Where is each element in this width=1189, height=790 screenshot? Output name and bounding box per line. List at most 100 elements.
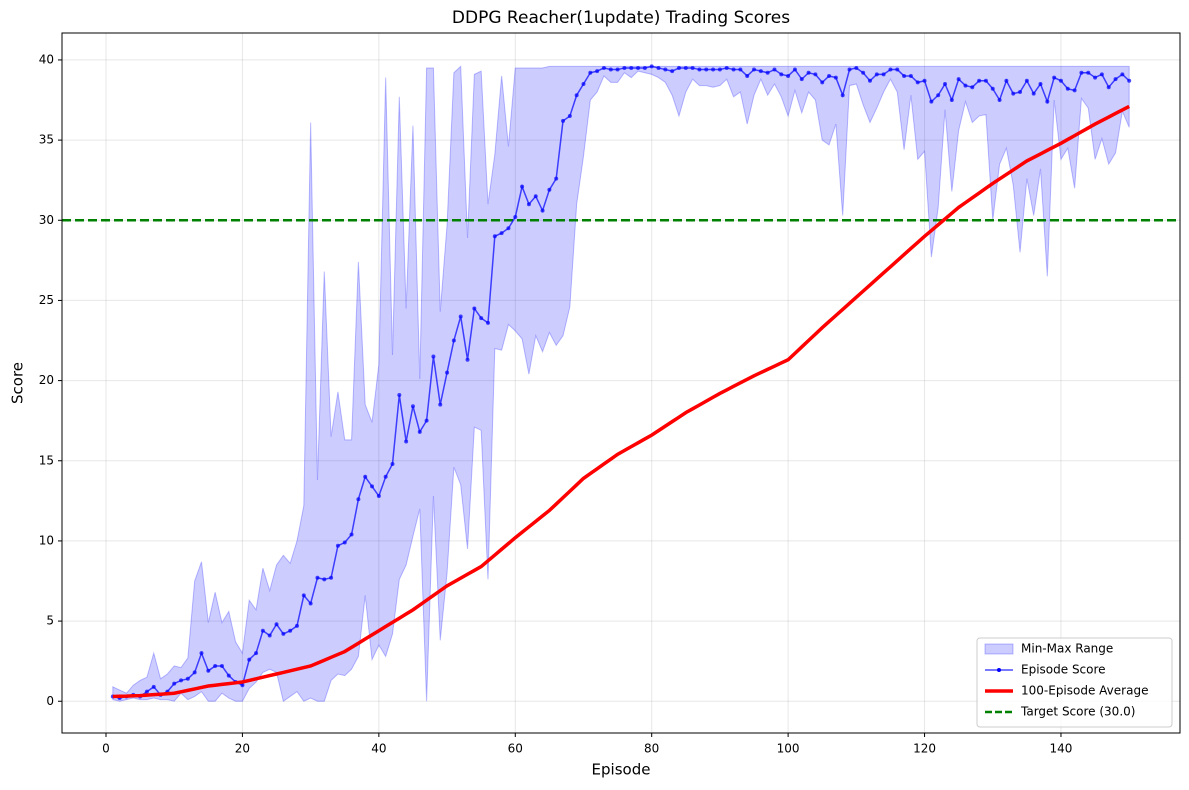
point — [472, 306, 477, 311]
point — [717, 67, 722, 72]
x-tick-label: 100 — [777, 742, 800, 756]
y-tick-label: 10 — [39, 533, 54, 547]
point — [1099, 72, 1104, 77]
point — [888, 67, 893, 72]
legend-label: Target Score (30.0) — [1020, 705, 1135, 719]
y-tick-label: 40 — [39, 52, 54, 66]
point — [485, 320, 490, 325]
point — [792, 67, 797, 72]
point — [827, 73, 832, 78]
point — [977, 78, 982, 83]
point — [240, 683, 245, 688]
point — [963, 83, 968, 88]
point — [554, 176, 559, 181]
point — [983, 78, 988, 83]
y-tick-label: 25 — [39, 293, 54, 307]
point — [349, 532, 354, 537]
point — [404, 439, 409, 444]
point — [567, 114, 572, 119]
point — [799, 77, 804, 82]
point — [431, 354, 436, 359]
point — [540, 208, 545, 213]
point — [636, 65, 641, 70]
point — [533, 194, 538, 199]
point — [676, 65, 681, 70]
point — [445, 370, 450, 375]
point — [1031, 91, 1036, 96]
point — [711, 67, 716, 72]
point — [458, 314, 463, 319]
point — [601, 65, 606, 70]
point — [192, 670, 197, 675]
point — [322, 577, 327, 582]
legend-swatch — [997, 668, 1001, 672]
point — [997, 98, 1002, 103]
point — [335, 543, 340, 548]
point — [301, 593, 306, 598]
point — [929, 99, 934, 104]
point — [520, 184, 525, 189]
point — [902, 73, 907, 78]
point — [786, 73, 791, 78]
point — [649, 64, 654, 69]
point — [1038, 81, 1043, 86]
point — [642, 65, 647, 70]
x-tick-label: 120 — [913, 742, 936, 756]
point — [438, 402, 443, 407]
point — [213, 663, 218, 668]
point — [936, 93, 941, 98]
chart-title: DDPG Reacher(1update) Trading Scores — [452, 8, 790, 28]
point — [663, 67, 668, 72]
point — [479, 316, 484, 321]
point — [274, 622, 279, 627]
point — [683, 65, 688, 70]
point — [854, 65, 859, 70]
point — [294, 623, 299, 628]
point — [588, 70, 593, 75]
y-tick-label: 20 — [39, 373, 54, 387]
point — [670, 69, 675, 74]
min-max-band — [112, 65, 1130, 703]
point — [738, 67, 743, 72]
x-tick-label: 60 — [508, 742, 523, 756]
point — [1065, 86, 1070, 91]
point — [697, 67, 702, 72]
point — [1086, 70, 1091, 75]
point — [226, 673, 231, 678]
point — [561, 118, 566, 123]
point — [363, 474, 368, 479]
point — [1004, 78, 1009, 83]
legend-label: 100-Episode Average — [1021, 684, 1148, 698]
point — [861, 70, 866, 75]
point — [185, 676, 190, 681]
series-line — [112, 104, 1130, 699]
point — [144, 689, 149, 694]
point — [874, 72, 879, 77]
point — [608, 67, 613, 72]
point — [172, 681, 177, 686]
point — [260, 628, 265, 633]
point — [247, 657, 252, 662]
point — [629, 65, 634, 70]
point — [752, 67, 757, 72]
point — [376, 494, 381, 499]
x-tick-label: 20 — [235, 742, 250, 756]
y-tick-label: 0 — [46, 694, 54, 708]
point — [1024, 78, 1029, 83]
point — [615, 67, 620, 72]
point — [731, 67, 736, 72]
x-axis-label: Episode — [592, 761, 651, 779]
point — [820, 80, 825, 85]
x-tick-label: 80 — [644, 742, 659, 756]
point — [315, 575, 320, 580]
point — [465, 357, 470, 362]
point — [451, 338, 456, 343]
point — [288, 628, 293, 633]
point — [1120, 72, 1125, 77]
point — [383, 474, 388, 479]
point — [581, 81, 586, 86]
point — [908, 73, 913, 78]
point — [547, 187, 552, 192]
point — [772, 67, 777, 72]
point — [1113, 77, 1118, 82]
